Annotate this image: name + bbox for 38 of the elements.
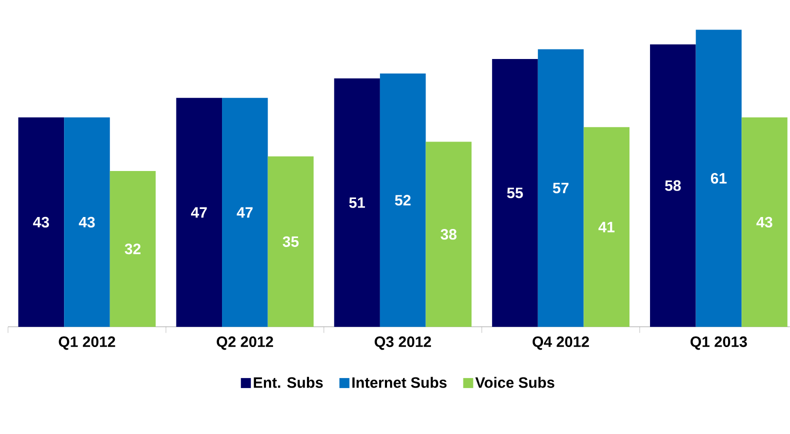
x-tick-label: Q3 2012	[374, 336, 431, 350]
bar	[64, 117, 110, 327]
legend-label: Internet Subs	[352, 376, 447, 388]
bar	[110, 171, 156, 327]
bar	[426, 142, 472, 327]
x-tick-label: Q1 2012	[58, 336, 116, 350]
bar	[380, 74, 426, 327]
bar	[268, 156, 314, 327]
data-label: 38	[440, 229, 457, 240]
data-label: 51	[349, 198, 365, 208]
bar	[696, 30, 742, 327]
data-label: 55	[507, 188, 523, 198]
x-tick-label: Q4 2012	[532, 336, 589, 350]
data-label: 47	[236, 207, 253, 218]
data-label: 35	[282, 236, 299, 248]
bar	[742, 117, 788, 327]
data-label: 47	[190, 207, 207, 218]
x-tick-label: Q1 2013	[690, 336, 747, 350]
bar	[650, 44, 696, 327]
data-label: 57	[552, 182, 568, 194]
legend-label: Voice Subs	[475, 376, 554, 388]
legend-label: Ent. Subs	[254, 376, 323, 388]
data-label: 58	[665, 180, 681, 191]
bar	[222, 98, 268, 327]
data-label: 41	[598, 222, 615, 232]
bar	[584, 127, 630, 327]
data-label: 43	[78, 216, 95, 228]
x-tick-label: Q2 2012	[216, 336, 274, 350]
bar	[176, 98, 222, 327]
data-label: 52	[394, 194, 411, 206]
bar	[492, 59, 538, 327]
data-label: 32	[124, 244, 141, 254]
bar	[538, 49, 584, 327]
data-label: 43	[756, 216, 772, 228]
data-label: 43	[33, 216, 49, 228]
data-label: 61	[710, 173, 727, 184]
bar	[334, 78, 380, 327]
bar	[18, 117, 64, 327]
